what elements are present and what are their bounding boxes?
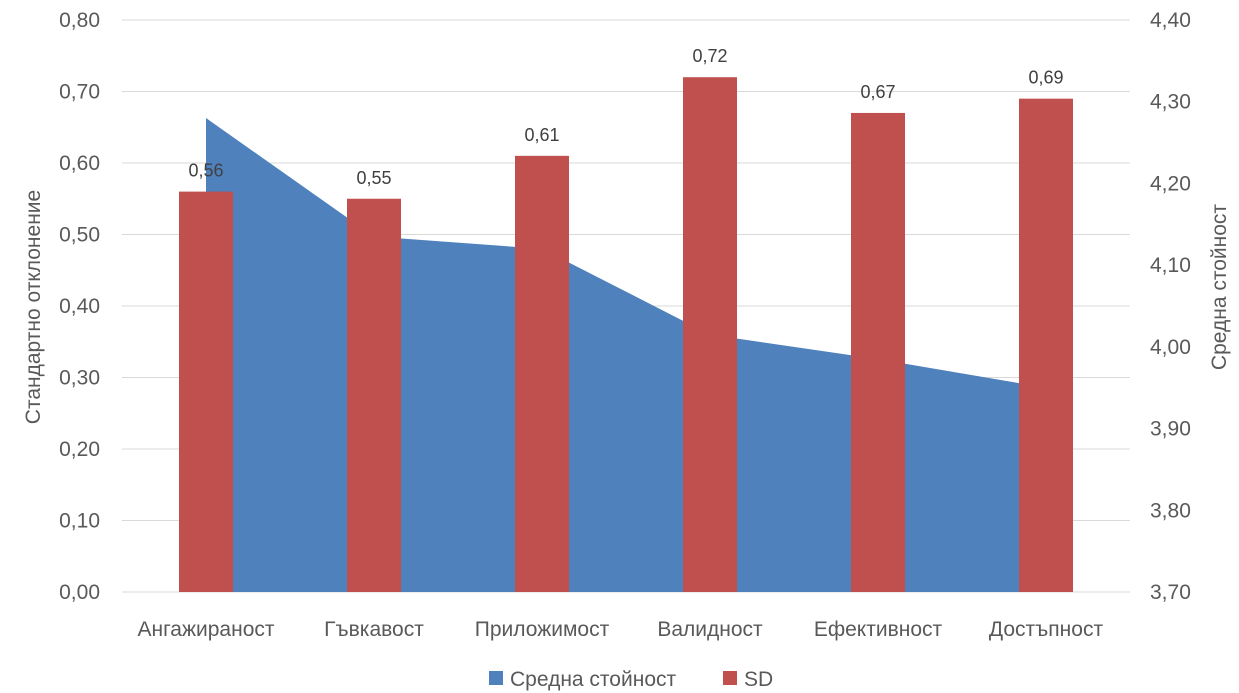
right-tick-label: 4,20 [1150, 172, 1191, 195]
bar-data-label: 0,69 [1028, 68, 1063, 88]
left-tick-label: 0,40 [59, 295, 100, 318]
category-label: Ефективност [814, 618, 943, 641]
legend-label-sd: SD [744, 668, 773, 691]
right-tick-label: 4,30 [1150, 91, 1191, 114]
category-label: Валидност [657, 618, 763, 641]
left-axis-title: Стандартно отклонение [22, 190, 45, 424]
legend-swatch-sd [723, 671, 737, 685]
left-axis-ticks: 0,00 0,10 0,20 0,30 0,40 0,50 0,60 0,70 0,80 [59, 9, 100, 604]
left-tick-label: 0,10 [59, 510, 100, 533]
left-tick-label: 0,80 [59, 9, 100, 32]
sd-bar-series [179, 77, 1073, 593]
category-label: Гъвкавост [324, 618, 424, 641]
mean-area-series [206, 118, 1046, 593]
legend: Средна стойност SD [489, 668, 773, 691]
bar-data-label: 0,55 [356, 168, 391, 188]
legend-label-mean: Средна стойност [510, 668, 676, 691]
sd-bar [683, 77, 737, 592]
left-tick-label: 0,30 [59, 367, 100, 390]
right-tick-label: 4,10 [1150, 254, 1191, 277]
right-axis-title: Средна стойност [1208, 204, 1231, 370]
sd-bar [347, 198, 401, 592]
mean-area [206, 118, 1046, 593]
left-tick-label: 0,70 [59, 81, 100, 104]
bar-data-label: 0,56 [188, 161, 223, 181]
right-tick-label: 3,70 [1150, 581, 1191, 604]
category-labels: Ангажираност Гъвкавост Приложимост Валиднос… [137, 618, 1103, 641]
right-tick-label: 4,00 [1150, 336, 1191, 359]
bar-data-labels: 0,56 0,55 0,61 0,72 0,67 0,69 [188, 46, 1063, 188]
left-tick-label: 0,20 [59, 438, 100, 461]
legend-swatch-mean [489, 671, 503, 685]
category-label: Ангажираност [137, 618, 274, 641]
bar-data-label: 0,72 [692, 46, 727, 66]
right-axis-ticks: 3,70 3,80 3,90 4,00 4,10 4,20 4,30 4,40 [1150, 9, 1191, 604]
left-tick-label: 0,00 [59, 581, 100, 604]
left-tick-label: 0,50 [59, 224, 100, 247]
right-tick-label: 4,40 [1150, 9, 1191, 32]
bar-data-label: 0,67 [860, 82, 895, 102]
sd-bar [179, 191, 233, 592]
sd-bar [515, 155, 569, 592]
category-label: Приложимост [475, 618, 610, 641]
sd-bar [851, 112, 905, 592]
category-label: Достъпност [989, 618, 1104, 641]
right-tick-label: 3,80 [1150, 499, 1191, 522]
left-tick-label: 0,60 [59, 152, 100, 175]
right-tick-label: 3,90 [1150, 418, 1191, 441]
bar-data-label: 0,61 [524, 125, 559, 145]
sd-bar [1019, 98, 1073, 593]
